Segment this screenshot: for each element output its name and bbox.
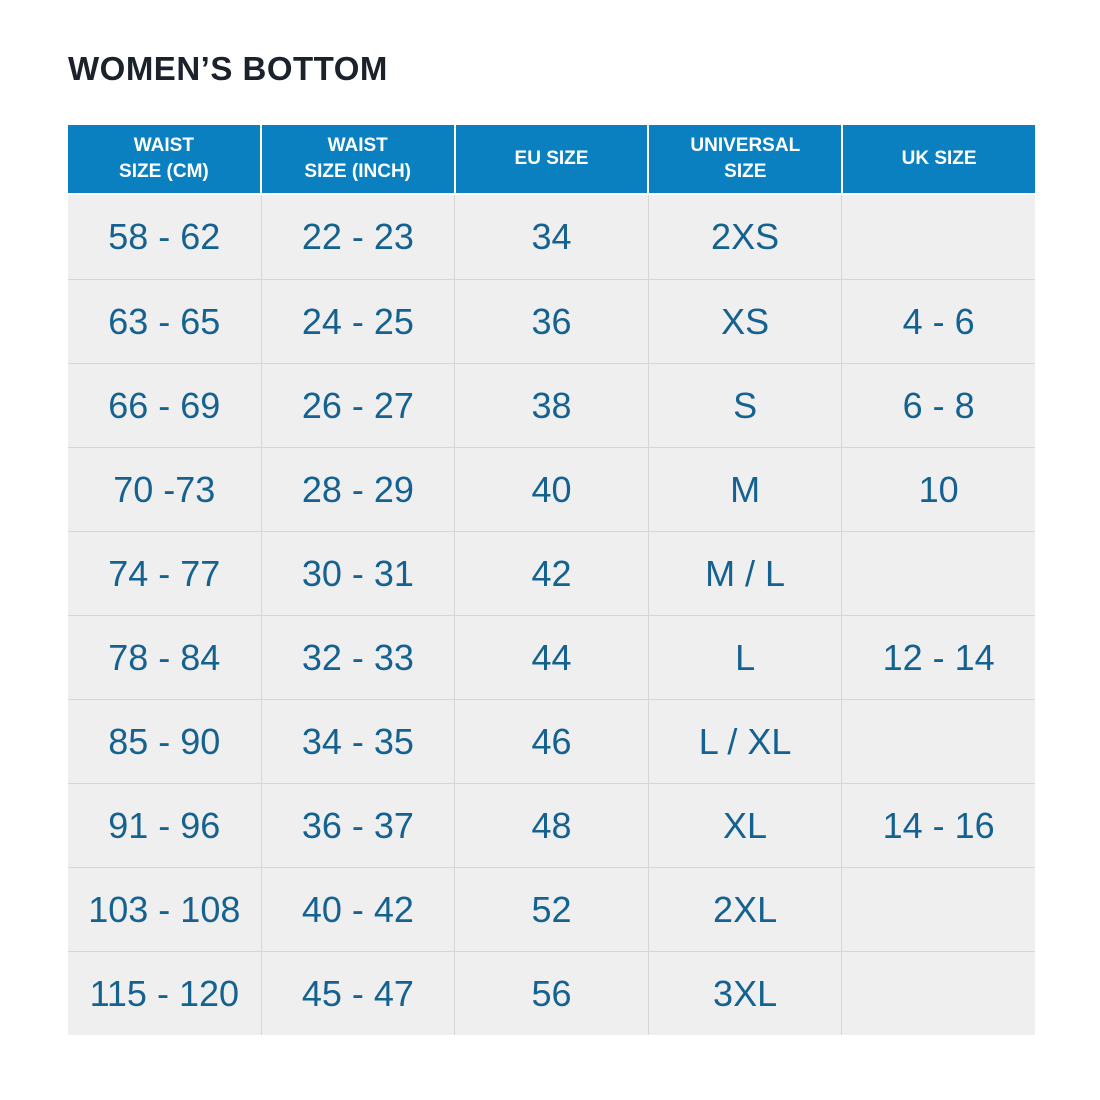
table-cell: 36 - 37 (260, 784, 455, 867)
table-cell (841, 952, 1035, 1035)
table-cell: 3XL (647, 952, 842, 1035)
table-cell: 46 (454, 700, 648, 783)
table-cell: 85 - 90 (108, 720, 221, 762)
table-cell: 2XS (647, 195, 842, 279)
table-header-row: WAIST SIZE (CM) WAIST SIZE (INCH) EU SIZE U… (68, 125, 1035, 193)
table-cell: 58 - 62 (108, 216, 221, 257)
table-cell: 34 (454, 195, 648, 279)
table-cell: 12 - 14 (841, 616, 1035, 699)
table-row: 115 - 120 45 - 47 56 3XL (68, 951, 1035, 1035)
table-row: 91 - 96 36 - 37 48 XL 14 - 16 (68, 783, 1035, 867)
table-cell: 38 (454, 364, 648, 447)
table-cell: 40 - 42 (260, 868, 455, 951)
table-cell: 91 - 96 (108, 804, 221, 846)
table-cell: L / XL (647, 700, 842, 783)
table-row: 78 - 84 32 - 33 44 L 12 - 14 (68, 615, 1035, 699)
table-cell: 32 - 33 (260, 616, 455, 699)
table-body: 58 - 62 22 - 23 34 2XS 63 - 65 24 - 25 36 XS 4 -… (68, 195, 1035, 1035)
header-cell: UK SIZE (841, 125, 1035, 193)
table-cell (841, 700, 1035, 783)
table-cell: 24 - 25 (260, 280, 455, 363)
table-cell: XL (647, 784, 842, 867)
size-table: WAIST SIZE (CM) WAIST SIZE (INCH) EU SIZE U… (68, 125, 1035, 1035)
table-row: 74 - 77 30 - 31 42 M / L (68, 531, 1035, 615)
table-cell: 74 - 77 (108, 552, 221, 594)
table-cell: 115 - 120 (89, 972, 240, 1014)
table-cell: 45 - 47 (260, 952, 455, 1035)
table-row: 70 -73 28 - 29 40 M 10 (68, 447, 1035, 531)
header-cell: WAIST SIZE (CM) (119, 135, 209, 182)
table-cell: 6 - 8 (841, 364, 1035, 447)
table-cell: M (647, 448, 842, 531)
table-cell: M / L (647, 532, 842, 615)
table-cell: 30 - 31 (260, 532, 455, 615)
table-cell: 28 - 29 (260, 448, 455, 531)
table-cell: L (647, 616, 842, 699)
table-cell: 103 - 108 (88, 888, 241, 930)
table-cell: 42 (454, 532, 648, 615)
table-cell: 40 (454, 448, 648, 531)
table-cell: 34 - 35 (260, 700, 455, 783)
table-cell: 78 - 84 (108, 636, 221, 678)
table-cell: 56 (454, 952, 648, 1035)
header-cell: UNIVERSAL SIZE (647, 125, 841, 193)
table-cell: 10 (841, 448, 1035, 531)
table-row: 58 - 62 22 - 23 34 2XS (68, 195, 1035, 279)
table-cell: 52 (454, 868, 648, 951)
table-cell: 22 - 23 (260, 195, 455, 279)
table-cell: S (647, 364, 842, 447)
table-cell (841, 868, 1035, 951)
table-cell (841, 532, 1035, 615)
table-cell: 2XL (647, 868, 842, 951)
table-row: 66 - 69 26 - 27 38 S 6 - 8 (68, 363, 1035, 447)
table-cell: 66 - 69 (108, 384, 221, 426)
header-cell: EU SIZE (453, 125, 648, 193)
header-cell: WAIST SIZE (INCH) (259, 125, 454, 193)
table-cell: 48 (454, 784, 648, 867)
table-cell: 14 - 16 (841, 784, 1035, 867)
table-cell: 44 (454, 616, 648, 699)
table-row: 63 - 65 24 - 25 36 XS 4 - 6 (68, 279, 1035, 363)
table-row: 85 - 90 34 - 35 46 L / XL (68, 699, 1035, 783)
table-cell: 63 - 65 (108, 300, 221, 342)
table-cell: 36 (454, 280, 648, 363)
table-cell (841, 195, 1035, 279)
table-cell: XS (647, 280, 842, 363)
table-cell: 70 -73 (113, 468, 216, 510)
table-cell: 26 - 27 (260, 364, 455, 447)
table-cell: 4 - 6 (841, 280, 1035, 363)
table-row: 103 - 108 40 - 42 52 2XL (68, 867, 1035, 951)
page-title: WOMEN’S BOTTOM (68, 50, 388, 87)
